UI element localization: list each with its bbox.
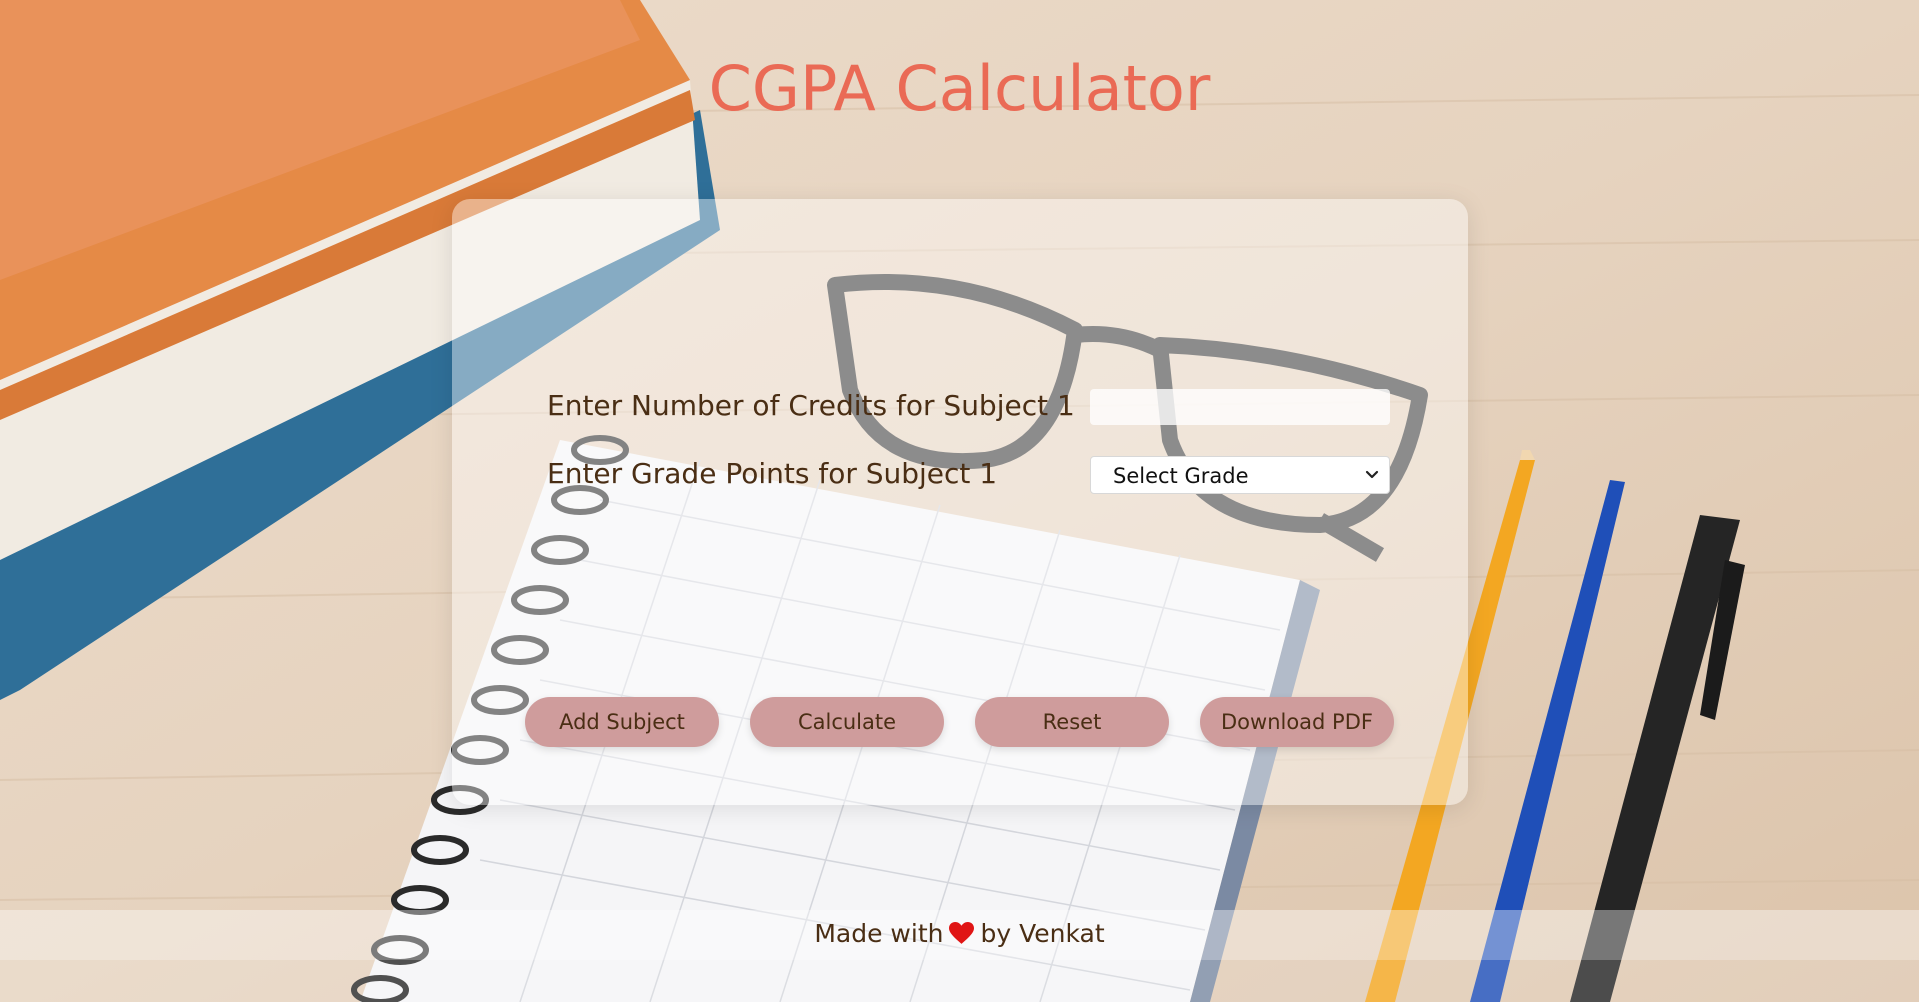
add-subject-button[interactable]: Add Subject xyxy=(525,697,719,747)
chevron-down-icon xyxy=(1365,470,1379,479)
footer-suffix: by Venkat xyxy=(980,919,1105,948)
page-title: CGPA Calculator xyxy=(708,52,1211,125)
credits-label: Enter Number of Credits for Subject 1 xyxy=(547,389,1075,422)
books-illustration xyxy=(0,0,720,700)
credits-input[interactable] xyxy=(1090,389,1390,425)
download-pdf-button[interactable]: Download PDF xyxy=(1200,697,1394,747)
grade-select[interactable]: Select Grade xyxy=(1090,456,1390,494)
heart-icon xyxy=(949,922,975,944)
action-buttons: Add Subject Calculate Reset Download PDF xyxy=(525,697,1405,749)
footer-strip xyxy=(0,960,1919,1002)
footer-text: Made with by Venkat xyxy=(814,919,1104,948)
grade-row: Enter Grade Points for Subject 1 Select … xyxy=(547,453,1407,494)
grade-label: Enter Grade Points for Subject 1 xyxy=(547,457,998,490)
calculate-button[interactable]: Calculate xyxy=(750,697,944,747)
calculator-card: Enter Number of Credits for Subject 1 En… xyxy=(452,199,1468,805)
footer: Made with by Venkat xyxy=(0,910,1919,960)
grade-select-value: Select Grade xyxy=(1113,464,1249,488)
reset-button[interactable]: Reset xyxy=(975,697,1169,747)
pens-illustration xyxy=(1365,450,1745,1002)
footer-prefix: Made with xyxy=(814,919,944,948)
credits-row: Enter Number of Credits for Subject 1 xyxy=(547,385,1407,425)
